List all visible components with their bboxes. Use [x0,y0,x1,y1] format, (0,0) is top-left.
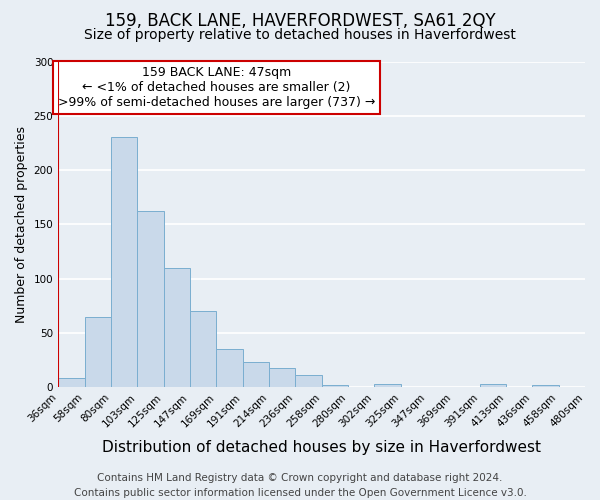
Bar [479,384,506,387]
Bar [242,362,269,387]
Bar [295,375,322,387]
Text: 159, BACK LANE, HAVERFORDWEST, SA61 2QY: 159, BACK LANE, HAVERFORDWEST, SA61 2QY [104,12,496,30]
Bar [374,384,401,387]
Bar [137,212,164,387]
Text: Contains HM Land Registry data © Crown copyright and database right 2024.
Contai: Contains HM Land Registry data © Crown c… [74,472,526,498]
Y-axis label: Number of detached properties: Number of detached properties [15,126,28,323]
Bar [58,378,85,387]
Bar [269,368,295,387]
Bar [322,385,348,387]
Bar [85,316,111,387]
Bar [111,138,137,387]
X-axis label: Distribution of detached houses by size in Haverfordwest: Distribution of detached houses by size … [102,440,541,455]
Text: Size of property relative to detached houses in Haverfordwest: Size of property relative to detached ho… [84,28,516,42]
Bar [190,311,216,387]
Bar [532,385,559,387]
Bar [216,349,242,387]
Bar [164,268,190,387]
Text: 159 BACK LANE: 47sqm
← <1% of detached houses are smaller (2)
>99% of semi-detac: 159 BACK LANE: 47sqm ← <1% of detached h… [58,66,375,110]
